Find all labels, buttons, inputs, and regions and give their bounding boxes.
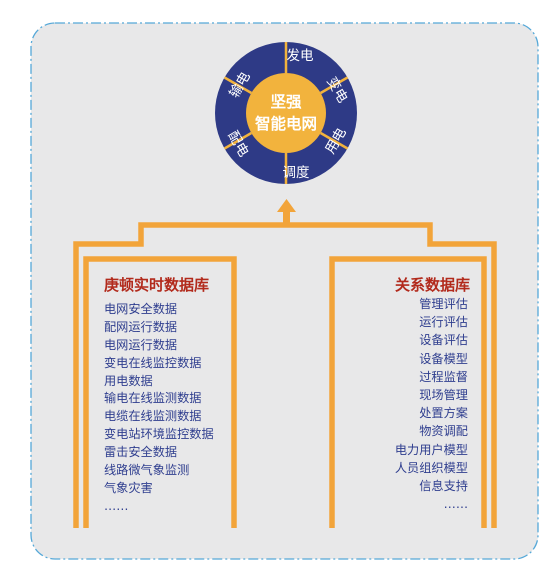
list-item: 现场管理 — [419, 387, 468, 402]
list-item: 人员组织模型 — [394, 460, 468, 475]
list-item: 电力用户模型 — [394, 442, 468, 457]
list-item: …… — [443, 497, 468, 512]
outer-frame — [30, 22, 539, 560]
right-panel-list: 管理评估 运行评估 设备评估 设备模型 过程监督 现场管理 处置方案 物资调配 … — [395, 295, 468, 513]
list-item: 设备评估 — [419, 333, 468, 348]
list-item: 变电在线监控数据 — [104, 355, 202, 370]
list-item: 处置方案 — [419, 406, 468, 421]
list-item: 管理评估 — [419, 297, 468, 311]
list-item: 电网安全数据 — [104, 302, 178, 316]
list-item: 电网运行数据 — [104, 337, 178, 352]
list-item: 线路微气象监测 — [104, 463, 190, 478]
wheel-center-line1: 坚强 — [270, 93, 302, 111]
connector-lines — [73, 222, 497, 528]
smart-grid-wheel: 发电 变电 用电 调度 配电 输电 坚强 智能电网 — [215, 42, 357, 184]
list-item: 雷击安全数据 — [104, 445, 178, 460]
wheel-segment-generation: 发电 — [287, 48, 314, 64]
wheel-segment-dispatch: 调度 — [283, 165, 310, 181]
left-panel-list: 电网安全数据 配网运行数据 电网运行数据 变电在线监控数据 用电数据 输电在线监… — [104, 301, 214, 516]
up-arrow — [277, 199, 296, 226]
list-item: 变电站环境监控数据 — [104, 427, 214, 442]
wheel-center-line2: 智能电网 — [255, 114, 317, 133]
list-item: …… — [104, 498, 129, 513]
list-item: 运行评估 — [419, 315, 468, 330]
list-item: 输电在线监测数据 — [104, 391, 202, 406]
list-item: 气象灾害 — [104, 480, 153, 495]
list-item: 物资调配 — [419, 424, 468, 439]
list-item: 用电数据 — [104, 373, 153, 388]
list-item: 过程监督 — [419, 369, 468, 384]
list-item: 设备模型 — [419, 351, 468, 366]
list-item: 信息支持 — [419, 478, 468, 493]
right-panel-title: 关系数据库 — [394, 276, 470, 294]
list-item: 配网运行数据 — [104, 319, 178, 334]
left-panel-title: 庚顿实时数据库 — [104, 276, 210, 294]
list-item: 电缆在线监测数据 — [104, 409, 202, 424]
